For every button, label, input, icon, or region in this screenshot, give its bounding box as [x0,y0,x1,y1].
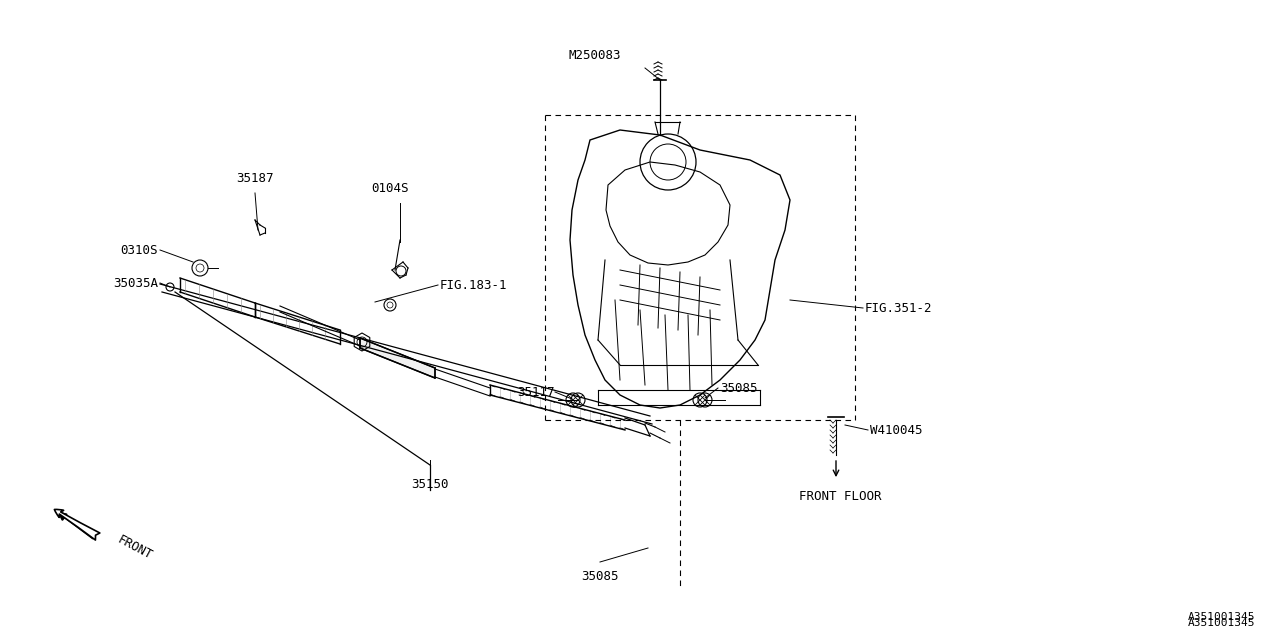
Text: 35035A: 35035A [113,276,157,289]
Polygon shape [360,338,435,378]
Text: 35187: 35187 [237,172,274,185]
Text: 35117: 35117 [517,385,556,399]
Text: A351001345: A351001345 [1188,612,1254,622]
Text: FRONT: FRONT [115,534,154,563]
Text: A351001345: A351001345 [1188,618,1254,628]
Text: 35150: 35150 [411,478,449,491]
Text: 35085: 35085 [581,570,618,583]
Text: FIG.351-2: FIG.351-2 [865,301,933,314]
Text: 0310S: 0310S [120,243,157,257]
Text: W410045: W410045 [870,424,923,436]
Text: FIG.183-1: FIG.183-1 [440,278,507,291]
Text: 35085: 35085 [719,381,758,394]
Text: M250083: M250083 [568,49,621,62]
Text: 0104S: 0104S [371,182,408,195]
Text: FRONT FLOOR: FRONT FLOOR [799,490,881,503]
